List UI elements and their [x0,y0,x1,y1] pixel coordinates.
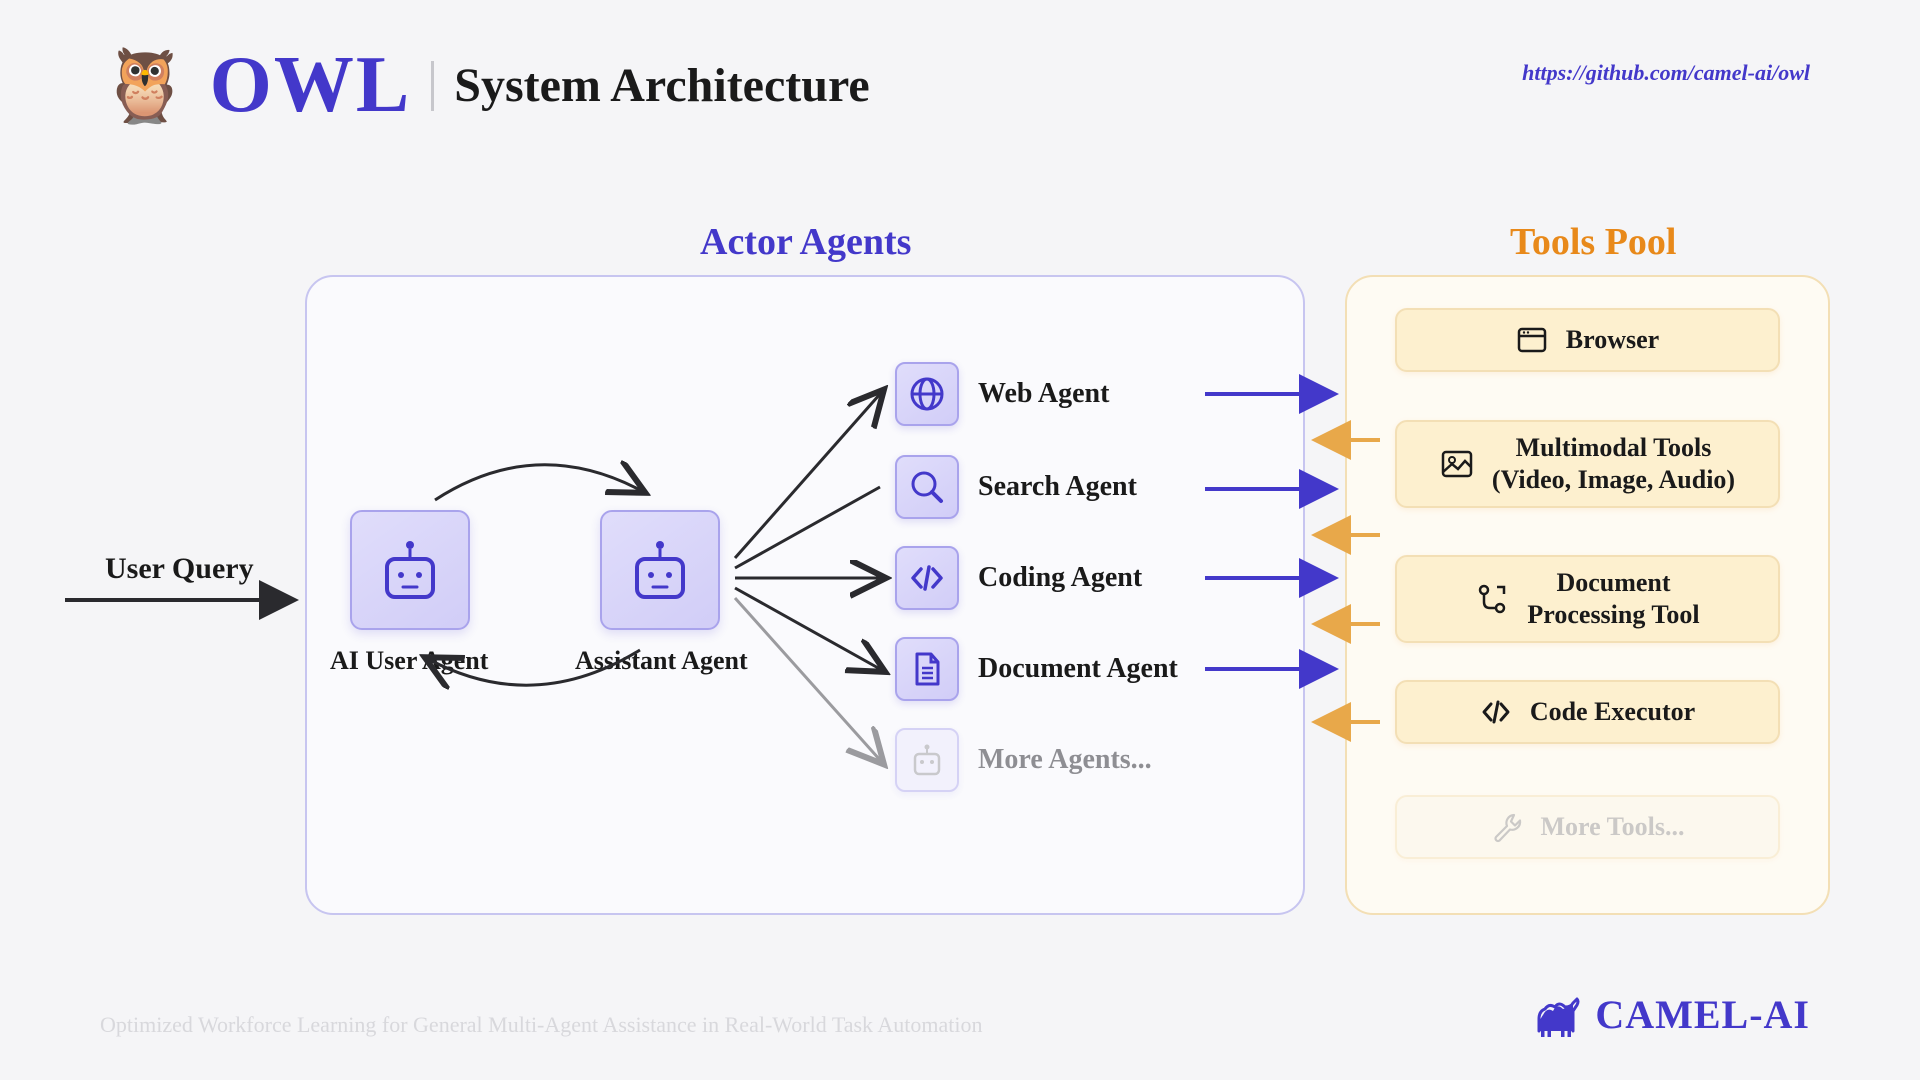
wrench-icon [1491,811,1523,843]
actor-agents-title: Actor Agents [700,220,911,264]
branch-icon [1475,582,1509,616]
multimodal-tool-card: Multimodal Tools (Video, Image, Audio) [1395,420,1780,508]
camel-icon [1533,993,1581,1037]
robot-icon [908,741,946,779]
search-agent-box [895,455,959,519]
header: 🦉 OWL System Architecture [100,40,870,131]
code-icon [1480,696,1512,728]
image-icon [1440,447,1474,481]
code-icon [908,559,946,597]
coding-agent-label: Coding Agent [978,562,1142,594]
robot-icon [625,535,695,605]
more-agents-box [895,728,959,792]
owl-icon: 🦉 [100,50,190,122]
more-tools-label: More Tools... [1541,811,1685,844]
search-agent-label: Search Agent [978,471,1137,503]
tools-pool-title: Tools Pool [1510,220,1676,264]
document-agent-box [895,637,959,701]
magnify-icon [908,468,946,506]
code-executor-tool-label: Code Executor [1530,696,1695,729]
camel-brand: CAMEL-AI [1533,991,1810,1038]
robot-icon [375,535,445,605]
document-agent-label: Document Agent [978,653,1178,685]
multimodal-tool-label: Multimodal Tools (Video, Image, Audio) [1492,432,1735,497]
globe-icon [908,375,946,413]
coding-agent-box [895,546,959,610]
more-agents-label: More Agents... [978,744,1152,776]
code-executor-tool-card: Code Executor [1395,680,1780,744]
logo-text: OWL [210,40,412,131]
footer-tagline: Optimized Workforce Learning for General… [100,1012,982,1038]
doc-processing-tool-label: Document Processing Tool [1527,567,1699,632]
page-title: System Architecture [454,58,869,113]
ai-user-agent-label: AI User Agent [330,646,488,676]
more-tools-card: More Tools... [1395,795,1780,859]
doc-icon [908,650,946,688]
assistant-agent-box [600,510,720,630]
window-icon [1516,324,1548,356]
assistant-agent-label: Assistant Agent [575,646,748,676]
ai-user-agent-box [350,510,470,630]
camel-brand-text: CAMEL-AI [1595,991,1810,1038]
web-agent-box [895,362,959,426]
header-divider [431,61,434,111]
doc-processing-tool-card: Document Processing Tool [1395,555,1780,643]
browser-tool-card: Browser [1395,308,1780,372]
github-link[interactable]: https://github.com/camel-ai/owl [1522,60,1810,86]
user-query-label: User Query [105,552,254,586]
browser-tool-label: Browser [1566,324,1659,357]
web-agent-label: Web Agent [978,378,1109,410]
